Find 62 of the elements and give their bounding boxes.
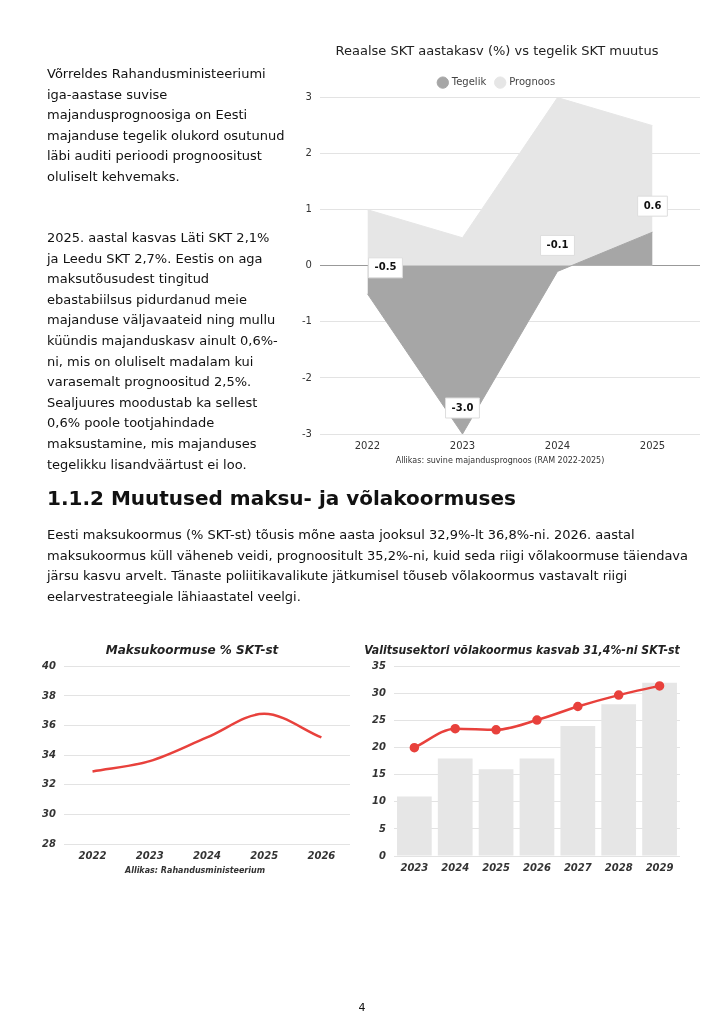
y-tick-label: 40 bbox=[40, 659, 56, 671]
legend-label: Tegelik bbox=[450, 76, 487, 88]
x-tick-label: 2026 bbox=[307, 849, 336, 861]
y-tick-label: 20 bbox=[371, 741, 386, 753]
point bbox=[654, 681, 665, 691]
y-tick-label: 30 bbox=[41, 807, 56, 819]
y-tick-label: 5 bbox=[378, 822, 386, 834]
y-tick-label: 30 bbox=[371, 687, 386, 699]
y-tick-label: 0 bbox=[305, 259, 312, 271]
point bbox=[573, 701, 583, 712]
x-tick-label: 2023 bbox=[449, 439, 476, 451]
data-label: 0.6 bbox=[643, 199, 662, 211]
x-tick-label: 2025 bbox=[482, 861, 511, 873]
chart-title: Valitsusektori võlakoormus kasvab 31,4%-ni SKT-st bbox=[364, 642, 681, 658]
legend-label: Prognoos bbox=[509, 76, 556, 88]
x-tick-label: 2029 bbox=[645, 861, 674, 873]
x-tick-label: 2025 bbox=[639, 439, 666, 451]
y-tick-label: 10 bbox=[371, 795, 386, 807]
chart-title: Reaalse SKT aastakasv (%) vs tegelik SKT muutus bbox=[335, 43, 659, 59]
y-tick-label: 38 bbox=[41, 689, 56, 701]
y-tick-label: -1 bbox=[301, 315, 312, 327]
x-tick-label: 2022 bbox=[78, 849, 107, 861]
y-tick-label: 0 bbox=[378, 849, 386, 861]
y-tick-label: 35 bbox=[371, 659, 386, 671]
y-tick-label: -3 bbox=[301, 427, 312, 439]
x-tick-label: 2028 bbox=[604, 861, 633, 873]
y-tick-label: 25 bbox=[371, 714, 386, 726]
y-tick-label: -2 bbox=[301, 371, 312, 383]
x-tick-label: 2023 bbox=[135, 849, 164, 861]
y-tick-label: 2 bbox=[305, 147, 312, 159]
point bbox=[450, 723, 460, 734]
x-tick-label: 2025 bbox=[250, 849, 279, 861]
x-tick-label: 2026 bbox=[523, 861, 551, 873]
x-tick-label: 2024 bbox=[441, 861, 470, 873]
data-label: -0.5 bbox=[374, 261, 397, 273]
y-tick-label: 3 bbox=[305, 91, 312, 103]
x-tick-label: 2023 bbox=[400, 861, 429, 873]
text: Allikas: suvine majandusprognoos (RAM 2022-2025) bbox=[394, 456, 606, 465]
y-tick-label: 36 bbox=[41, 719, 56, 731]
data-label: -3.0 bbox=[451, 401, 474, 413]
y-tick-label: 1 bbox=[305, 203, 312, 215]
point bbox=[532, 715, 542, 725]
point bbox=[409, 742, 420, 753]
line-series bbox=[91, 712, 323, 773]
x-tick-label: 2024 bbox=[544, 439, 571, 451]
point bbox=[491, 725, 501, 735]
y-tick-label: 32 bbox=[41, 778, 56, 790]
point bbox=[613, 690, 624, 700]
x-tick-label: 2027 bbox=[563, 861, 592, 873]
data-label: -0.1 bbox=[546, 239, 569, 250]
text: Allikas: Rahandusministeerium bbox=[123, 866, 267, 875]
text: 2025. aastal kasvas Läti SKT 2,1% ja Leedu SKT 2,7%. Eestis on aga maksutõusudest tingitud ebastabiilsus pidurdanud meie majanduse väljavaateid ning mullu küündis majanduskasv ainult 0,6%-ni, mis on oluliselt madalam kui varasemalt prognoositud 2,5%. Sealjuures moodustab ka sellest 0,6% poole tootjahindade maksustamine, mis majanduses tegelikku lisandväärtust ei loo. bbox=[47, 230, 278, 472]
text: Eesti maksukoormus (% SKT-st) tõusis mõne aasta jooksul 32,9%-lt 36,8%-ni. 2026. aastal maksukoormus küll väheneb veidi, prognoositult 35,2%-ni, kuid seda riigi võlakoormuse täiendava järsu kasvu arvelt. Tänaste poliitikavalikute jätkumisel tõuseb võlakoormus vastavalt riigi eelarvestrateegiale lähiaastatel veelgi. bbox=[47, 526, 690, 606]
x-tick-label: 2022 bbox=[354, 439, 381, 451]
text: Võrreldes Rahandusministeeriumi iga-aastase suvise majandusprognoosiga on Eesti majanduse tegelik olukord osutunud läbi auditi perioodi prognoositust oluliselt kehvemaks. bbox=[47, 65, 285, 186]
x-tick-label: 2024 bbox=[193, 849, 221, 861]
y-tick-label: 15 bbox=[371, 768, 386, 780]
chart-title: Maksukoormuse % SKT-st bbox=[105, 643, 280, 658]
text: 4 bbox=[357, 1000, 367, 1016]
text: 1.1.2 Muutused maksu- ja võlakoormuses bbox=[47, 485, 517, 512]
y-tick-label: 28 bbox=[41, 837, 56, 849]
y-tick-label: 34 bbox=[41, 748, 56, 760]
